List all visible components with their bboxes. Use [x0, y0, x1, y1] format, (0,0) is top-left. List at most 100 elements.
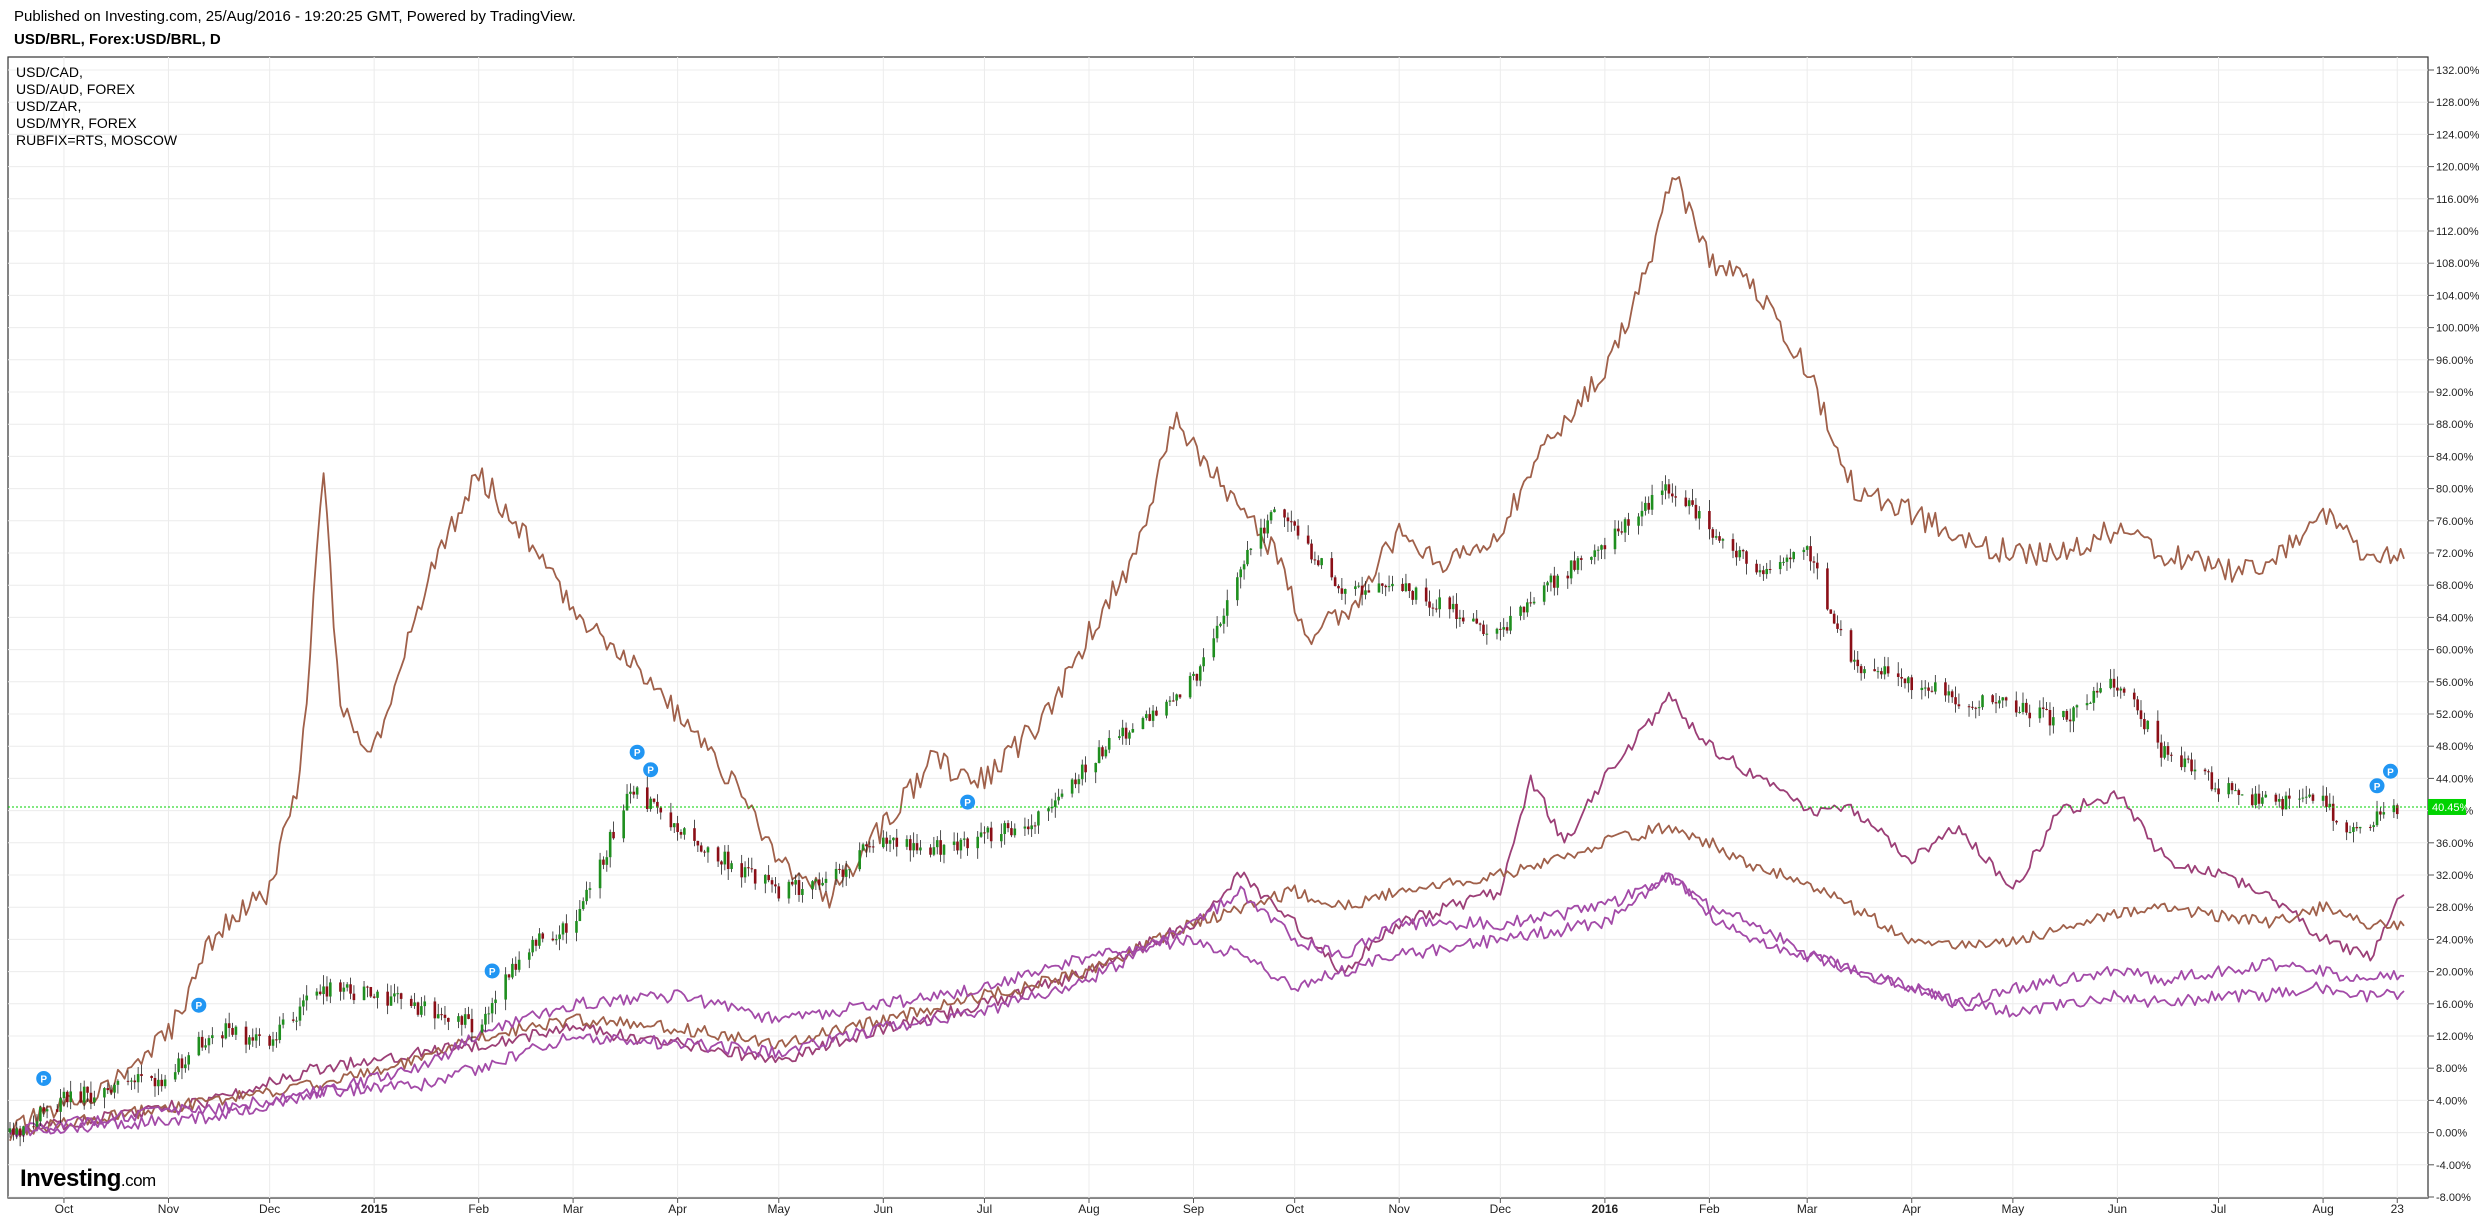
candle [645, 776, 649, 813]
y-tick-label: 128.00% [2436, 97, 2480, 109]
candle [1151, 705, 1155, 728]
candle-body [1691, 500, 1694, 505]
candle-body [892, 837, 895, 841]
candle-body [1434, 608, 1438, 610]
candle-body [1273, 509, 1276, 513]
candle-body [2207, 771, 2210, 773]
candle [291, 1011, 295, 1023]
candle-body [2203, 769, 2207, 772]
candle [2146, 720, 2150, 733]
candle-body [1364, 590, 1367, 595]
candle-body [1286, 517, 1290, 522]
candle [2277, 793, 2281, 808]
candle [1266, 514, 1269, 538]
y-tick-label: 116.00% [2436, 194, 2479, 206]
candle-body [460, 1016, 464, 1025]
candle-body [2257, 793, 2261, 804]
candle [1010, 821, 1013, 838]
candle-body [888, 840, 892, 844]
candle-body [1971, 706, 1974, 708]
candle-body [103, 1088, 106, 1098]
candle [1381, 583, 1384, 594]
candle [1404, 573, 1408, 593]
candle [1620, 521, 1624, 535]
candle-body [750, 868, 754, 870]
candle-body [1475, 618, 1479, 624]
candle [1981, 694, 1984, 710]
candle-body [447, 1017, 450, 1022]
candle [753, 868, 757, 890]
candle [436, 1003, 440, 1019]
candle-body [838, 868, 841, 870]
candle-body [1674, 496, 1677, 498]
candle [2227, 777, 2230, 799]
candle [325, 976, 329, 1002]
candle [113, 1082, 116, 1099]
candle [1242, 560, 1246, 580]
candle-body [1168, 700, 1172, 702]
candle [204, 1038, 207, 1051]
candle-body [2368, 826, 2372, 828]
candle [1613, 520, 1617, 555]
candle-body [581, 901, 585, 909]
candle [935, 836, 939, 855]
candle-body [1923, 687, 1927, 689]
candle-body [1107, 737, 1111, 750]
candle [1357, 582, 1361, 589]
candle [1337, 584, 1340, 594]
candle-body [423, 1001, 427, 1007]
candle-body [329, 982, 332, 997]
y-tick-label: 44.00% [2436, 773, 2474, 785]
candle-body [1165, 701, 1168, 716]
candle [868, 841, 872, 853]
candle [1947, 684, 1951, 703]
candle-body [396, 993, 400, 995]
candle [1057, 788, 1060, 805]
candle-body [1360, 585, 1364, 595]
candle [511, 958, 514, 980]
candle [1735, 542, 1738, 566]
candle [1259, 518, 1263, 557]
candle [1697, 506, 1701, 530]
candle-body [817, 879, 821, 886]
candle-body [1519, 606, 1522, 616]
candle [1478, 622, 1482, 632]
candle-body [1998, 700, 2001, 704]
candle-body [2234, 790, 2237, 792]
candle-body [538, 933, 541, 946]
candle [1694, 498, 1698, 521]
candle [2274, 792, 2278, 806]
y-tick-label: 80.00% [2436, 484, 2474, 496]
candle [2109, 669, 2112, 690]
candle [1596, 546, 1600, 561]
candle [187, 1052, 191, 1071]
candle-body [1222, 615, 1226, 624]
candle-body [1576, 558, 1580, 570]
candle-body [82, 1086, 86, 1103]
candle [551, 931, 555, 942]
candle-body [1026, 826, 1030, 830]
candle [447, 1017, 450, 1031]
candle [467, 1006, 470, 1020]
candle [480, 1019, 484, 1034]
candle [248, 1034, 251, 1050]
candle-body [1249, 548, 1253, 550]
candle-body [480, 1024, 484, 1033]
candle [1711, 527, 1715, 545]
candle-body [858, 850, 862, 870]
candle-body [281, 1019, 285, 1025]
symbol-title: USD/BRL, Forex:USD/BRL, D [14, 31, 221, 48]
candle-body [345, 984, 349, 988]
candle [1644, 496, 1647, 516]
candle-body [1387, 586, 1391, 588]
candle-body [1809, 546, 1812, 562]
candle [2028, 704, 2032, 727]
x-tick-label: Jun [2108, 1202, 2127, 1216]
candle [45, 1105, 49, 1119]
candle-body [575, 921, 578, 933]
candle [1192, 671, 1195, 681]
candle-body [1873, 669, 1876, 672]
candle [2163, 741, 2166, 760]
candle-body [59, 1098, 62, 1112]
